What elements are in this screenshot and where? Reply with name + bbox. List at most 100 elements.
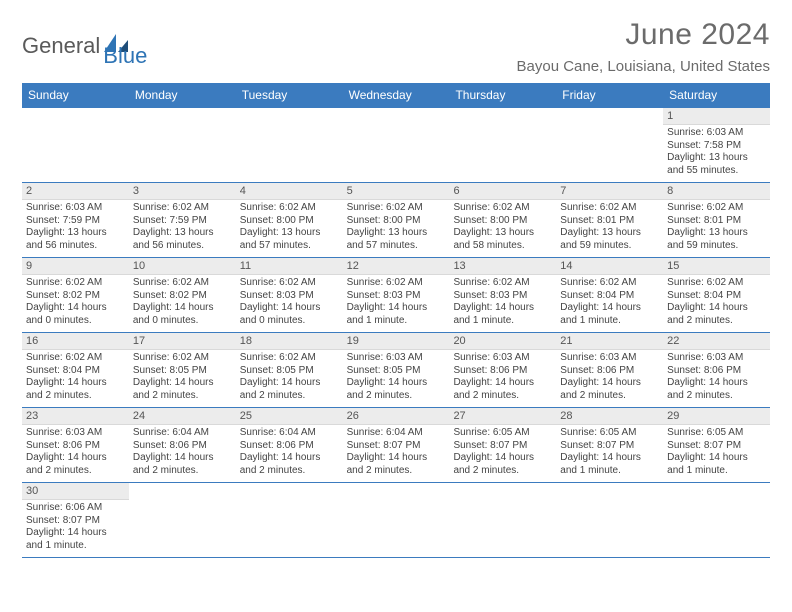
dow-sunday: Sunday <box>22 83 129 108</box>
week-row: 30Sunrise: 6:06 AMSunset: 8:07 PMDayligh… <box>22 483 770 558</box>
day-cell: 15Sunrise: 6:02 AMSunset: 8:04 PMDayligh… <box>663 258 770 332</box>
location-text: Bayou Cane, Louisiana, United States <box>517 58 771 75</box>
day-cell: 10Sunrise: 6:02 AMSunset: 8:02 PMDayligh… <box>129 258 236 332</box>
sunset-text: Sunset: 8:00 PM <box>453 215 552 228</box>
day-body: Sunrise: 6:02 AMSunset: 8:04 PMDaylight:… <box>556 275 663 330</box>
sunrise-text: Sunrise: 6:05 AM <box>453 427 552 440</box>
daylight-text: Daylight: 14 hours and 0 minutes. <box>240 302 339 327</box>
dow-tuesday: Tuesday <box>236 83 343 108</box>
day-body: Sunrise: 6:05 AMSunset: 8:07 PMDaylight:… <box>449 425 556 480</box>
empty-cell <box>129 483 236 557</box>
daylight-text: Daylight: 13 hours and 59 minutes. <box>667 227 766 252</box>
daylight-text: Daylight: 14 hours and 0 minutes. <box>26 302 125 327</box>
sunset-text: Sunset: 8:06 PM <box>667 365 766 378</box>
header: General Blue June 2024 Bayou Cane, Louis… <box>22 18 770 75</box>
day-body: Sunrise: 6:02 AMSunset: 8:01 PMDaylight:… <box>663 200 770 255</box>
day-cell: 4Sunrise: 6:02 AMSunset: 8:00 PMDaylight… <box>236 183 343 257</box>
sunrise-text: Sunrise: 6:03 AM <box>347 352 446 365</box>
sunrise-text: Sunrise: 6:02 AM <box>133 202 232 215</box>
day-body: Sunrise: 6:03 AMSunset: 8:06 PMDaylight:… <box>556 350 663 405</box>
sunset-text: Sunset: 8:05 PM <box>240 365 339 378</box>
daylight-text: Daylight: 14 hours and 2 minutes. <box>240 452 339 477</box>
day-body: Sunrise: 6:04 AMSunset: 8:06 PMDaylight:… <box>236 425 343 480</box>
day-number: 25 <box>236 408 343 425</box>
day-cell: 1Sunrise: 6:03 AMSunset: 7:58 PMDaylight… <box>663 108 770 182</box>
sunset-text: Sunset: 8:04 PM <box>560 290 659 303</box>
empty-cell <box>449 108 556 182</box>
day-number: 2 <box>22 183 129 200</box>
day-cell: 17Sunrise: 6:02 AMSunset: 8:05 PMDayligh… <box>129 333 236 407</box>
day-body: Sunrise: 6:02 AMSunset: 8:00 PMDaylight:… <box>343 200 450 255</box>
daylight-text: Daylight: 13 hours and 59 minutes. <box>560 227 659 252</box>
sunrise-text: Sunrise: 6:02 AM <box>667 277 766 290</box>
daylight-text: Daylight: 14 hours and 1 minute. <box>667 452 766 477</box>
day-cell: 22Sunrise: 6:03 AMSunset: 8:06 PMDayligh… <box>663 333 770 407</box>
day-number: 9 <box>22 258 129 275</box>
daylight-text: Daylight: 14 hours and 2 minutes. <box>240 377 339 402</box>
day-number: 24 <box>129 408 236 425</box>
day-number: 12 <box>343 258 450 275</box>
day-body: Sunrise: 6:02 AMSunset: 8:05 PMDaylight:… <box>236 350 343 405</box>
day-body: Sunrise: 6:02 AMSunset: 8:02 PMDaylight:… <box>129 275 236 330</box>
sunset-text: Sunset: 8:07 PM <box>26 515 125 528</box>
daylight-text: Daylight: 14 hours and 2 minutes. <box>560 377 659 402</box>
sunrise-text: Sunrise: 6:04 AM <box>240 427 339 440</box>
day-cell: 25Sunrise: 6:04 AMSunset: 8:06 PMDayligh… <box>236 408 343 482</box>
week-row: 16Sunrise: 6:02 AMSunset: 8:04 PMDayligh… <box>22 333 770 408</box>
day-number: 13 <box>449 258 556 275</box>
sunset-text: Sunset: 8:00 PM <box>240 215 339 228</box>
day-body: Sunrise: 6:04 AMSunset: 8:06 PMDaylight:… <box>129 425 236 480</box>
empty-cell <box>22 108 129 182</box>
daylight-text: Daylight: 13 hours and 57 minutes. <box>240 227 339 252</box>
sunrise-text: Sunrise: 6:02 AM <box>453 202 552 215</box>
day-body: Sunrise: 6:03 AMSunset: 7:58 PMDaylight:… <box>663 125 770 180</box>
day-body: Sunrise: 6:02 AMSunset: 8:04 PMDaylight:… <box>22 350 129 405</box>
week-row: 9Sunrise: 6:02 AMSunset: 8:02 PMDaylight… <box>22 258 770 333</box>
day-body: Sunrise: 6:02 AMSunset: 8:00 PMDaylight:… <box>236 200 343 255</box>
sunrise-text: Sunrise: 6:02 AM <box>560 202 659 215</box>
day-cell: 2Sunrise: 6:03 AMSunset: 7:59 PMDaylight… <box>22 183 129 257</box>
sunrise-text: Sunrise: 6:04 AM <box>347 427 446 440</box>
sunset-text: Sunset: 8:06 PM <box>240 440 339 453</box>
sunrise-text: Sunrise: 6:06 AM <box>26 502 125 515</box>
daylight-text: Daylight: 14 hours and 1 minute. <box>453 302 552 327</box>
sunrise-text: Sunrise: 6:02 AM <box>453 277 552 290</box>
sunset-text: Sunset: 8:07 PM <box>453 440 552 453</box>
dow-friday: Friday <box>556 83 663 108</box>
day-cell: 8Sunrise: 6:02 AMSunset: 8:01 PMDaylight… <box>663 183 770 257</box>
daylight-text: Daylight: 14 hours and 2 minutes. <box>26 452 125 477</box>
day-body: Sunrise: 6:03 AMSunset: 8:06 PMDaylight:… <box>663 350 770 405</box>
daylight-text: Daylight: 14 hours and 1 minute. <box>560 452 659 477</box>
day-cell: 19Sunrise: 6:03 AMSunset: 8:05 PMDayligh… <box>343 333 450 407</box>
daylight-text: Daylight: 14 hours and 1 minute. <box>347 302 446 327</box>
sunset-text: Sunset: 8:02 PM <box>133 290 232 303</box>
sunrise-text: Sunrise: 6:02 AM <box>240 352 339 365</box>
sunrise-text: Sunrise: 6:03 AM <box>26 427 125 440</box>
sunrise-text: Sunrise: 6:03 AM <box>453 352 552 365</box>
sunrise-text: Sunrise: 6:02 AM <box>133 352 232 365</box>
day-number: 23 <box>22 408 129 425</box>
dow-header-row: Sunday Monday Tuesday Wednesday Thursday… <box>22 83 770 108</box>
calendar-grid: Sunday Monday Tuesday Wednesday Thursday… <box>22 83 770 558</box>
day-cell: 16Sunrise: 6:02 AMSunset: 8:04 PMDayligh… <box>22 333 129 407</box>
day-body: Sunrise: 6:02 AMSunset: 8:05 PMDaylight:… <box>129 350 236 405</box>
sunrise-text: Sunrise: 6:02 AM <box>133 277 232 290</box>
sunset-text: Sunset: 8:06 PM <box>26 440 125 453</box>
day-number: 15 <box>663 258 770 275</box>
sunset-text: Sunset: 8:06 PM <box>133 440 232 453</box>
day-number: 19 <box>343 333 450 350</box>
calendar-page: General Blue June 2024 Bayou Cane, Louis… <box>0 0 792 576</box>
day-body: Sunrise: 6:02 AMSunset: 8:04 PMDaylight:… <box>663 275 770 330</box>
day-number: 29 <box>663 408 770 425</box>
sunset-text: Sunset: 8:06 PM <box>453 365 552 378</box>
logo-text-general: General <box>22 33 100 59</box>
sunset-text: Sunset: 8:04 PM <box>26 365 125 378</box>
daylight-text: Daylight: 14 hours and 0 minutes. <box>133 302 232 327</box>
day-body: Sunrise: 6:03 AMSunset: 8:06 PMDaylight:… <box>22 425 129 480</box>
daylight-text: Daylight: 14 hours and 2 minutes. <box>453 377 552 402</box>
day-body: Sunrise: 6:02 AMSunset: 8:03 PMDaylight:… <box>343 275 450 330</box>
day-number: 5 <box>343 183 450 200</box>
sunrise-text: Sunrise: 6:02 AM <box>347 277 446 290</box>
daylight-text: Daylight: 14 hours and 2 minutes. <box>667 302 766 327</box>
daylight-text: Daylight: 14 hours and 2 minutes. <box>347 452 446 477</box>
